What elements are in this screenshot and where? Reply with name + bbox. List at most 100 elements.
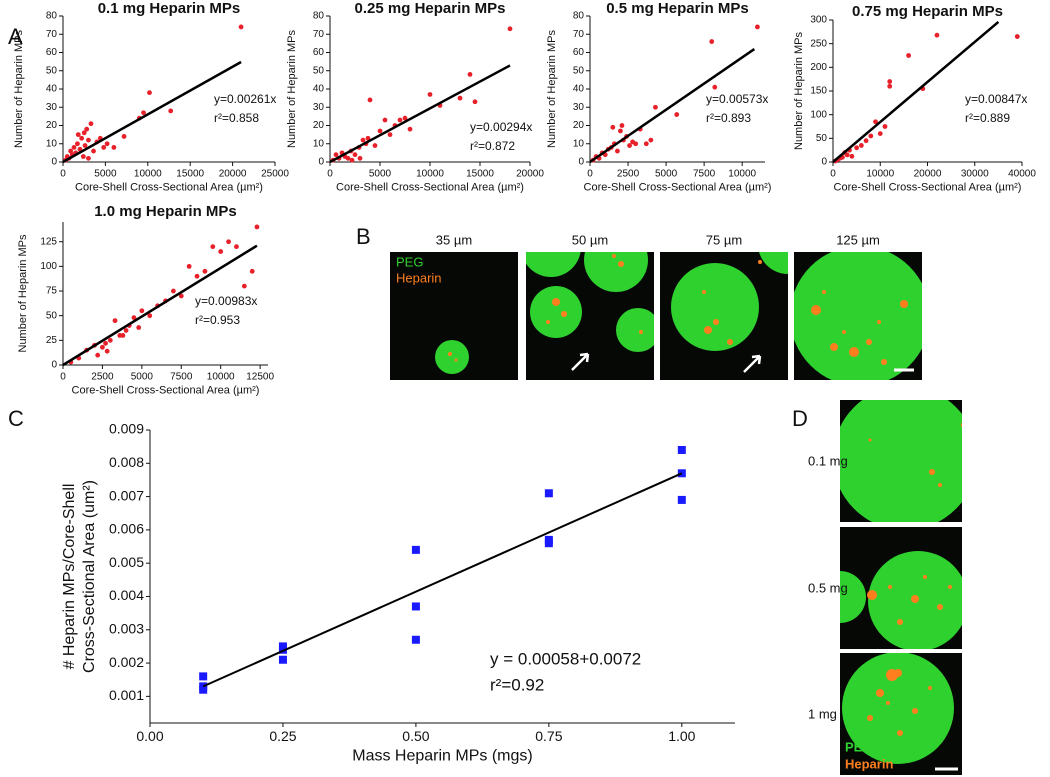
x-tick-label: 1.00 [668, 728, 695, 744]
data-point [141, 110, 146, 116]
panel-label: C [8, 406, 24, 431]
data-point [674, 112, 680, 117]
x-tick-label: 7500 [170, 372, 193, 383]
data-point [112, 318, 118, 324]
heparin-particle [948, 585, 952, 589]
annotation: r²=0.953 [195, 313, 240, 327]
heparin-particle [867, 715, 873, 721]
microsphere [530, 286, 582, 338]
data-point [411, 635, 420, 644]
y-tick-label: 100 [810, 109, 827, 120]
heparin-particle [552, 298, 560, 306]
y-tick-label: 30 [313, 102, 325, 113]
data-point [100, 344, 105, 350]
data-point [136, 325, 142, 330]
dose-label: 0.1 mg [808, 453, 848, 468]
x-tick-label: 10000 [416, 169, 444, 180]
y-tick-label: 25 [46, 335, 58, 346]
microsphere [759, 252, 788, 274]
data-point [199, 685, 208, 694]
y-tick-label: 0.003 [109, 620, 144, 636]
fit-line [62, 244, 258, 367]
x-tick-label: 2500 [617, 169, 640, 180]
heparin-particle [561, 311, 567, 317]
heparin-particle [849, 347, 859, 357]
y-tick-label: 80 [46, 11, 58, 22]
x-axis-label: Core-Shell Cross-Sectional Area (µm²) [72, 385, 260, 397]
data-point [633, 141, 639, 147]
data-point [544, 489, 553, 498]
y-axis-label: Number of Heparin MPs [13, 30, 25, 148]
annotation: y=0.00983x [195, 294, 257, 308]
legend-peg: PEG [845, 739, 872, 754]
heparin-particle [912, 708, 918, 714]
data-point [360, 137, 366, 143]
y-tick-label: 0 [318, 157, 324, 168]
heparin-particle [830, 343, 838, 351]
data-point [357, 155, 363, 161]
y-axis-label: Cross-Sectional Area (um²) [81, 480, 98, 673]
microsphere [840, 571, 866, 623]
x-tick-label: 0.50 [402, 728, 429, 744]
data-point [103, 340, 108, 346]
heparin-particle [923, 575, 927, 579]
data-point [610, 124, 616, 130]
annotation: r²=0.858 [214, 111, 259, 125]
data-point [234, 244, 239, 250]
x-tick-label: 40000 [1008, 169, 1036, 180]
heparin-particle [911, 595, 919, 603]
micrograph [390, 252, 518, 380]
heparin-particle [454, 358, 458, 362]
y-tick-label: 20 [46, 120, 58, 131]
x-tick-label: 10000 [207, 372, 235, 383]
legend-heparin: Heparin [396, 270, 442, 285]
data-point [82, 143, 88, 148]
dose-label: 0.5 mg [808, 580, 848, 595]
y-tick-label: 40 [46, 84, 58, 95]
y-tick-label: 60 [46, 47, 58, 58]
x-tick-label: 7500 [693, 169, 716, 180]
heparin-particle [938, 483, 942, 487]
x-axis-label: Core-Shell Cross-Sectional Area (µm²) [834, 182, 1022, 194]
x-tick-label: 15000 [176, 169, 204, 180]
data-point [199, 672, 208, 681]
data-point [345, 155, 351, 161]
data-point [139, 308, 145, 314]
data-point [91, 148, 96, 154]
heparin-particle [546, 320, 550, 324]
data-point [81, 130, 87, 136]
data-point [873, 119, 878, 125]
y-tick-label: 30 [573, 102, 585, 113]
microsphere [671, 263, 759, 351]
data-point [333, 152, 339, 158]
x-tick-label: 0 [587, 169, 593, 180]
y-tick-label: 150 [810, 86, 827, 97]
data-point [643, 141, 649, 147]
data-point [84, 126, 90, 132]
x-tick-label: 10000 [134, 169, 162, 180]
heparin-particle [929, 469, 935, 475]
data-point [712, 84, 718, 90]
y-tick-label: 70 [313, 29, 325, 40]
heparin-particle [704, 326, 712, 334]
data-point [178, 293, 184, 299]
data-point [887, 79, 893, 84]
data-point [754, 24, 760, 30]
heparin-particle [897, 619, 903, 625]
y-tick-label: 0 [51, 157, 57, 168]
data-point [104, 348, 110, 354]
data-point [95, 352, 101, 358]
heparin-particle [897, 730, 903, 736]
panel-label: B [356, 224, 371, 249]
data-point [278, 655, 287, 664]
data-point [653, 104, 658, 110]
annotation: r²=0.893 [706, 111, 751, 125]
y-tick-label: 300 [810, 15, 827, 26]
y-tick-label: 60 [573, 47, 585, 58]
y-tick-label: 0 [821, 157, 827, 168]
y-tick-label: 0.001 [109, 687, 144, 703]
y-tick-label: 0.007 [109, 487, 144, 503]
micrograph [840, 527, 962, 649]
data-point [877, 131, 883, 137]
data-point [844, 152, 850, 158]
